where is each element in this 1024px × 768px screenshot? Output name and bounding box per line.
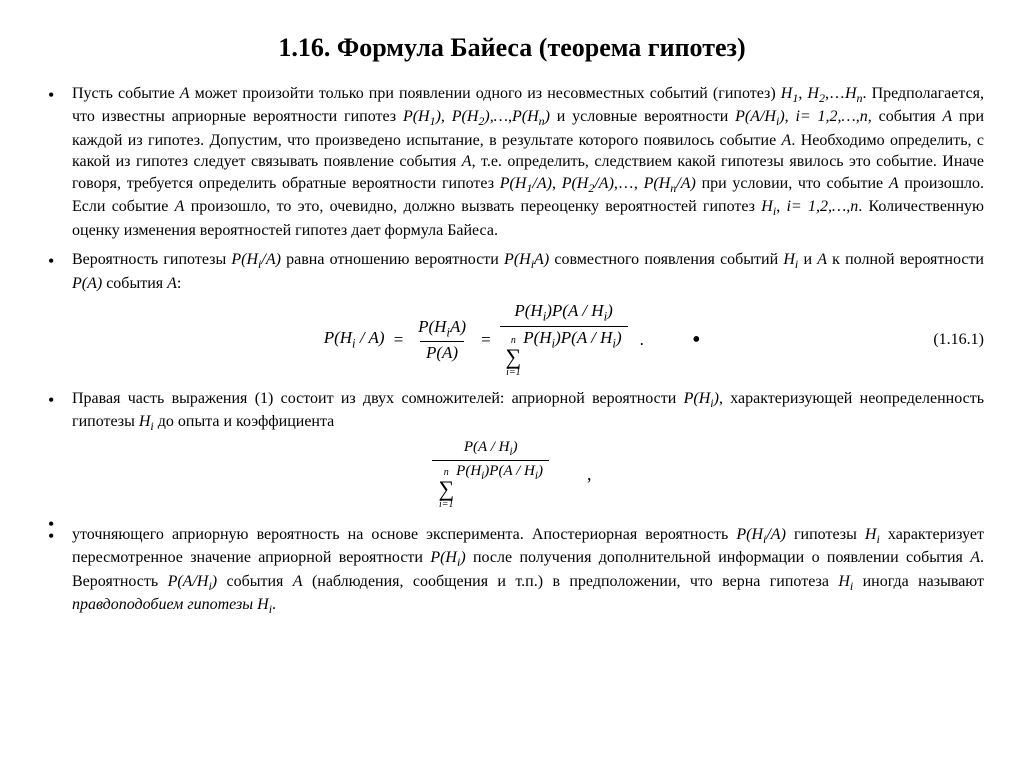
empty-bullet	[40, 512, 984, 516]
bullet-list-2: Правая часть выражения (1) состоит из дв…	[40, 388, 984, 435]
paragraph-1: Пусть событие A может произойти только п…	[40, 83, 984, 241]
paragraph-3: Правая часть выражения (1) состоит из дв…	[40, 388, 984, 435]
equation-2: P(A / Hi) n∑i=1P(Hi)P(A / Hi) ,	[40, 439, 984, 510]
paragraph-4: уточняющего априорную вероятность на осн…	[40, 524, 984, 618]
equation-number: (1.16.1)	[933, 329, 984, 351]
equation-1: P(Hi / A) = P(HiA) P(A) = P(Hi)P(A / Hi)…	[40, 302, 984, 377]
paragraph-2: Вероятность гипотезы P(Hi/A) равна отнош…	[40, 249, 984, 294]
bullet-list: Пусть событие A может произойти только п…	[40, 83, 984, 294]
page-title: 1.16. Формула Байеса (теорема гипотез)	[40, 30, 984, 65]
bullet-list-3: уточняющего априорную вероятность на осн…	[40, 512, 984, 618]
